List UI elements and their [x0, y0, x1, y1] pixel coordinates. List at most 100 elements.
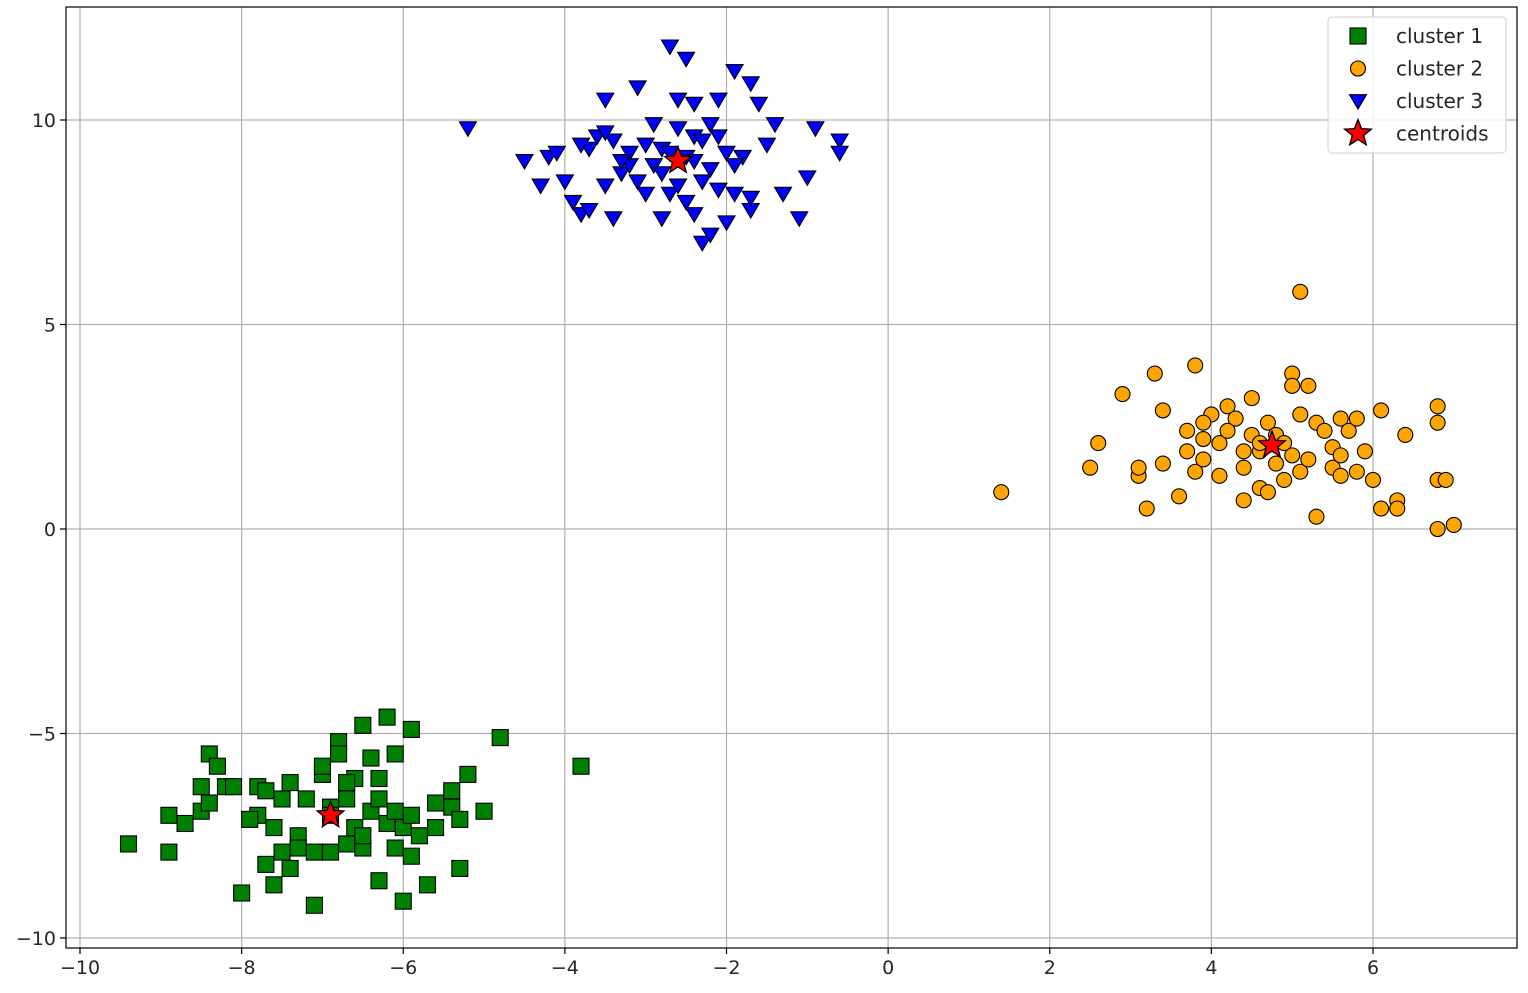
series-cluster-1: [119, 708, 590, 914]
triangle_down-marker: [725, 63, 745, 81]
triangle_down-marker: [515, 153, 534, 171]
square-marker: [370, 872, 388, 890]
square-icon: [1349, 27, 1367, 45]
square-marker: [459, 765, 477, 783]
square-marker: [176, 814, 194, 833]
square-marker: [386, 745, 404, 763]
circle-marker: [1171, 488, 1188, 505]
circle-marker: [1445, 516, 1462, 533]
triangle_down-marker: [458, 121, 478, 138]
triangle_down-marker: [579, 203, 599, 220]
square-marker: [265, 876, 283, 894]
circle-marker: [1130, 459, 1147, 476]
star-icon: [1342, 117, 1374, 147]
triangle_down-marker: [708, 92, 728, 109]
circle-marker: [1187, 357, 1204, 374]
square-marker: [160, 843, 178, 861]
triangle_down-marker: [725, 186, 745, 203]
circle-marker: [1090, 435, 1107, 452]
square-marker: [378, 708, 396, 726]
square-marker: [200, 794, 218, 812]
square-marker: [386, 839, 404, 857]
triangle_down-marker: [684, 96, 704, 113]
triangle_down-marker: [636, 137, 656, 154]
square-marker: [224, 778, 243, 796]
triangle_down-marker: [628, 80, 648, 97]
triangle_down-marker: [797, 170, 817, 187]
circle-marker: [1243, 390, 1260, 407]
circle-marker: [1373, 402, 1390, 419]
triangle_down-marker: [708, 129, 728, 146]
circle-marker: [1348, 410, 1365, 427]
square-marker: [241, 810, 259, 828]
square-marker: [305, 896, 323, 914]
square-marker: [427, 794, 445, 812]
square-marker: [281, 859, 299, 878]
legend-box: [1327, 16, 1507, 154]
triangle_down-marker: [692, 174, 712, 191]
triangle_down-marker: [757, 137, 777, 154]
circle-marker: [1292, 463, 1309, 480]
triangle_down-marker: [531, 178, 551, 195]
circle-marker: [1138, 500, 1155, 517]
triangle_down-marker: [636, 186, 656, 203]
square-marker: [451, 859, 469, 878]
triangle_down-marker: [692, 133, 712, 150]
grid-lines: [66, 7, 1517, 948]
square-marker: [362, 749, 380, 767]
square-marker: [338, 774, 356, 792]
x-tick-label: 0: [882, 957, 894, 979]
circle-marker: [1348, 463, 1365, 480]
circle-marker: [1316, 422, 1333, 439]
triangle_down-marker: [660, 145, 680, 162]
circle-marker: [1211, 435, 1228, 452]
square-marker: [297, 790, 315, 808]
circle-marker: [1187, 463, 1204, 480]
square-marker: [281, 774, 299, 792]
triangle_down-marker: [805, 121, 825, 138]
triangle_down-marker: [789, 211, 809, 228]
square-marker: [338, 790, 356, 808]
circle-marker: [1154, 402, 1171, 419]
triangle_down-marker: [700, 162, 720, 179]
triangle_down-marker: [733, 149, 753, 166]
triangle_down-marker: [620, 145, 639, 162]
triangle_down-marker: [660, 186, 680, 203]
circle-marker: [1340, 422, 1357, 439]
centroid-star-icon: [1256, 429, 1288, 458]
triangle_down-marker: [644, 158, 664, 175]
square-marker: [192, 778, 210, 796]
circle-marker: [1397, 426, 1414, 443]
circle-marker: [1292, 406, 1309, 423]
square-marker: [321, 843, 340, 861]
circle-marker: [1227, 410, 1244, 427]
circle-marker: [1179, 443, 1196, 460]
square-marker: [354, 827, 372, 845]
square-marker: [273, 843, 291, 861]
square-marker: [427, 819, 445, 837]
x-tick-label: −10: [60, 957, 100, 979]
triangle_down-marker: [676, 51, 696, 68]
x-tick-label: −2: [712, 957, 740, 979]
square-marker: [338, 835, 356, 853]
circle-marker: [1437, 471, 1454, 488]
y-tick-label: 10: [32, 110, 56, 132]
triangle_down-marker: [708, 182, 728, 199]
x-tick-label: 4: [1205, 957, 1217, 979]
legend-label: centroids: [1396, 122, 1489, 146]
square-marker: [289, 839, 307, 857]
square-marker: [410, 827, 428, 845]
square-marker: [402, 720, 420, 738]
legend-item: centroids: [1342, 117, 1489, 147]
square-marker: [257, 782, 275, 800]
circle-marker: [1235, 492, 1252, 509]
circle-marker: [1259, 414, 1276, 431]
circle-marker: [1179, 422, 1196, 439]
circle-marker: [1219, 398, 1236, 415]
circle-marker: [1267, 455, 1285, 472]
triangle_down-marker: [547, 145, 567, 162]
circle-marker: [1300, 451, 1317, 468]
square-marker: [208, 757, 226, 775]
circle-marker: [1389, 500, 1406, 517]
triangle_down-marker: [595, 178, 615, 195]
